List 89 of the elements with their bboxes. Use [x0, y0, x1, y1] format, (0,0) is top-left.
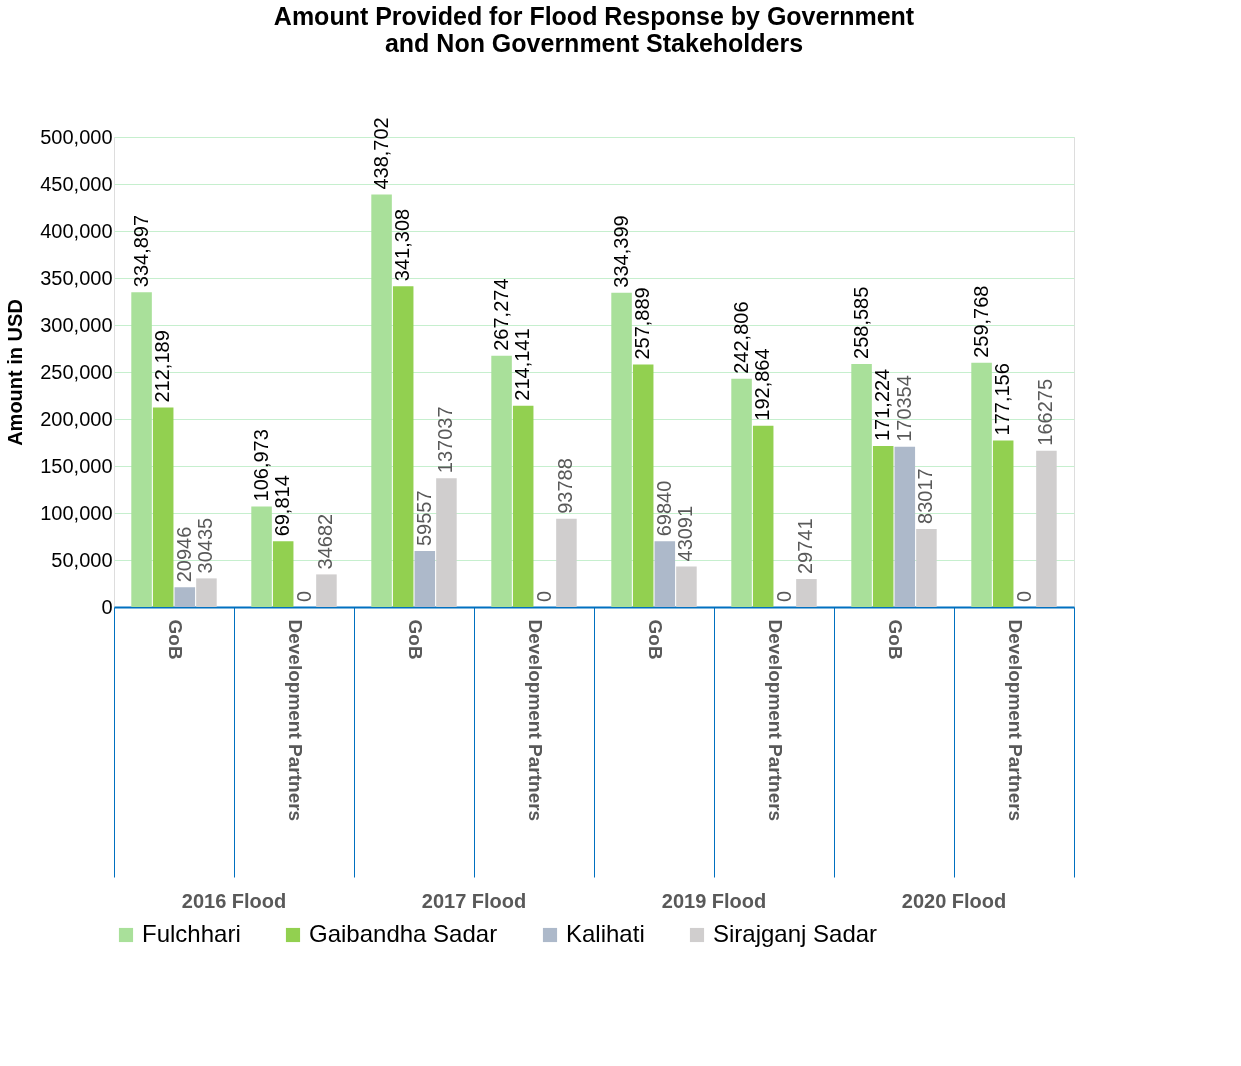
bar [611, 292, 632, 607]
data-label: 30435 [194, 517, 217, 574]
x-tick-label: GoB [164, 619, 186, 660]
y-tick-label: 350,000 [40, 266, 113, 289]
data-label: 341,308 [391, 208, 414, 282]
bar [632, 364, 654, 607]
data-label: 69,814 [271, 475, 294, 537]
bar [654, 541, 676, 607]
bar [196, 578, 217, 607]
data-label: 257,889 [631, 287, 654, 360]
chart-title: Amount Provided for Flood Response by Government and Non Government Stakeholders [273, 2, 915, 58]
bar [131, 292, 152, 607]
data-label: 177,156 [991, 363, 1014, 436]
bar [316, 574, 337, 607]
data-label: 242,806 [729, 301, 752, 374]
data-label: 43091 [674, 505, 697, 562]
y-tick-label: 400,000 [40, 219, 113, 242]
data-label: 334,399 [609, 215, 632, 288]
y-tick-label: 250,000 [40, 360, 113, 383]
bar [392, 286, 414, 607]
text: 2016 Flood [181, 890, 287, 912]
data-label: 214,141 [511, 328, 534, 401]
data-label: 171,224 [871, 368, 894, 442]
legend-label: Fulchhari [142, 920, 241, 947]
data-label: 0 [292, 590, 315, 602]
y-tick-label: 50,000 [51, 548, 113, 571]
x-tick-label: Development Partners [284, 619, 306, 822]
bar [971, 362, 992, 607]
legend-label: Sirajganj Sadar [713, 920, 878, 947]
text: 2019 Flood [661, 890, 767, 912]
bar [556, 518, 577, 607]
bar [992, 440, 1014, 607]
data-label: 334,897 [129, 214, 152, 288]
y-tick-label: 200,000 [40, 407, 113, 430]
bar [436, 478, 457, 607]
data-label: 258,585 [849, 286, 872, 359]
bar [152, 407, 174, 607]
bar [872, 446, 894, 607]
x-tick-label: Development Partners [524, 619, 546, 822]
data-label: 69840 [652, 480, 675, 537]
y-tick-label: 0 [101, 595, 113, 618]
data-label: 166275 [1034, 378, 1057, 446]
data-label: 0 [1012, 590, 1035, 602]
data-label: 137037 [434, 406, 457, 474]
bar [894, 446, 916, 607]
y-tick-label: 500,000 [40, 125, 113, 148]
data-label: 0 [772, 590, 795, 602]
x-tick-label: GoB [404, 619, 426, 660]
bar [851, 363, 872, 607]
bar [752, 425, 774, 607]
data-label: 29741 [794, 518, 817, 575]
x-tick-label: Development Partners [1004, 619, 1026, 822]
bar [916, 528, 937, 607]
data-label: 59557 [412, 490, 435, 547]
y-axis-title: Amount in USD [4, 299, 27, 446]
x-tick-label: GoB [644, 619, 666, 660]
y-tick-label: 300,000 [40, 313, 113, 336]
bar [1036, 450, 1057, 607]
data-label: 83017 [914, 468, 937, 524]
data-label: 212,189 [151, 330, 174, 403]
bar [512, 405, 534, 607]
bar [796, 579, 817, 607]
y-tick-label: 450,000 [40, 172, 113, 195]
data-label: 34682 [314, 513, 337, 570]
data-label: 0 [532, 590, 555, 602]
data-label: 93788 [554, 458, 577, 514]
x-tick-label: GoB [884, 619, 906, 660]
bar [414, 551, 436, 607]
data-label: 20946 [172, 526, 195, 583]
legend-label: Gaibandha Sadar [309, 920, 498, 947]
text: 2020 Flood [901, 890, 1007, 912]
bar [371, 194, 392, 607]
data-label: 438,702 [369, 117, 392, 190]
x-tick-label: Development Partners [764, 619, 786, 822]
bar [731, 378, 752, 607]
y-tick-label: 150,000 [40, 454, 113, 477]
data-label: 170354 [892, 375, 915, 442]
data-label: 259,768 [969, 285, 992, 358]
y-tick-label: 100,000 [40, 501, 113, 524]
data-label: 267,274 [489, 278, 512, 351]
data-label: 192,864 [751, 348, 774, 421]
bar [491, 355, 512, 607]
bar [272, 541, 294, 607]
bar [676, 566, 697, 607]
legend-label: Kalihati [566, 920, 645, 947]
data-label: 106,973 [249, 429, 272, 502]
bar [174, 587, 196, 607]
text: 2017 Flood [421, 890, 527, 912]
bar [251, 506, 272, 607]
